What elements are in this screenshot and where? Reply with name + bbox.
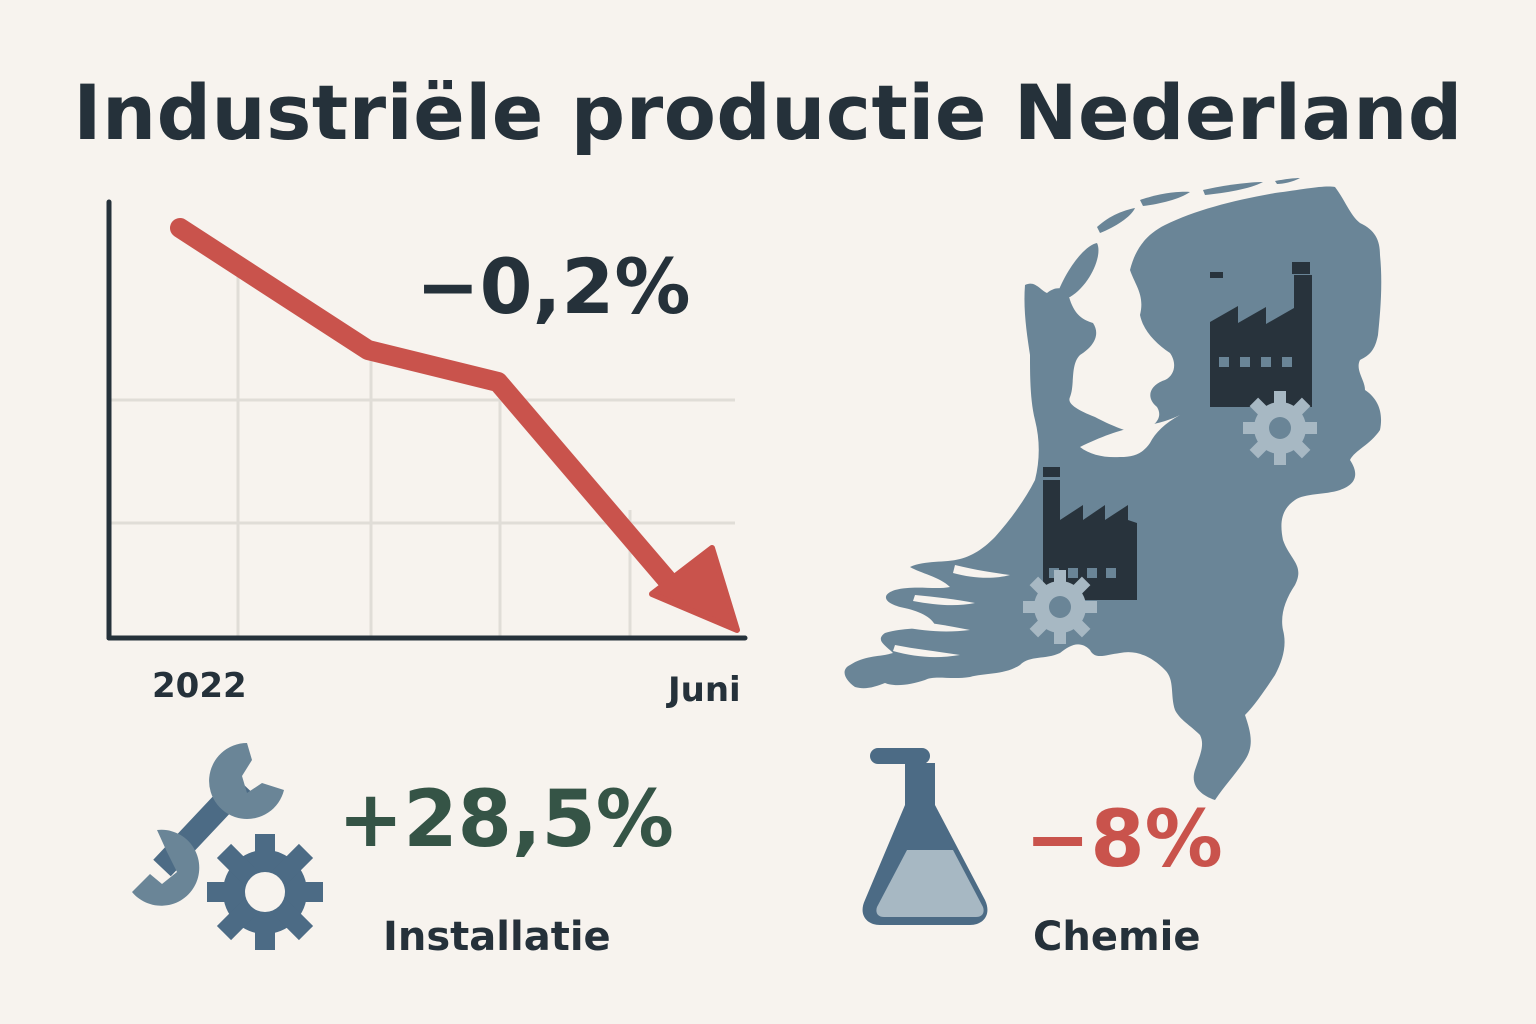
river — [903, 620, 970, 632]
factory-north-icon — [1210, 262, 1312, 407]
flask-icon — [862, 748, 988, 925]
island — [1203, 182, 1263, 195]
island — [1055, 243, 1099, 300]
river — [893, 645, 960, 658]
x-tick-start: 2022 — [152, 666, 247, 706]
gear-south-icon — [1023, 570, 1097, 644]
page-title: Industriële productie Nederland — [73, 68, 1463, 157]
installatie-label: Installatie — [383, 914, 611, 960]
ijsselmeer — [1080, 415, 1180, 458]
wrench-gear-icon — [132, 743, 323, 950]
wrench-icon — [132, 743, 284, 906]
netherlands-map — [844, 178, 1382, 801]
chart-axes — [106, 199, 748, 641]
island — [1275, 178, 1300, 184]
headline-change: −0,2% — [416, 242, 691, 331]
trend-chart — [106, 199, 748, 641]
gear-icon — [207, 834, 323, 950]
river — [953, 565, 1010, 578]
trend-arrow — [170, 218, 740, 633]
gear-north-icon — [1243, 391, 1317, 465]
island — [1097, 208, 1135, 233]
x-tick-end: Juni — [668, 670, 741, 710]
installatie-change: +28,5% — [338, 775, 674, 865]
river — [913, 595, 975, 606]
chemie-change: −8% — [1025, 795, 1223, 885]
island — [1140, 191, 1190, 206]
chemie-label: Chemie — [1033, 914, 1201, 960]
